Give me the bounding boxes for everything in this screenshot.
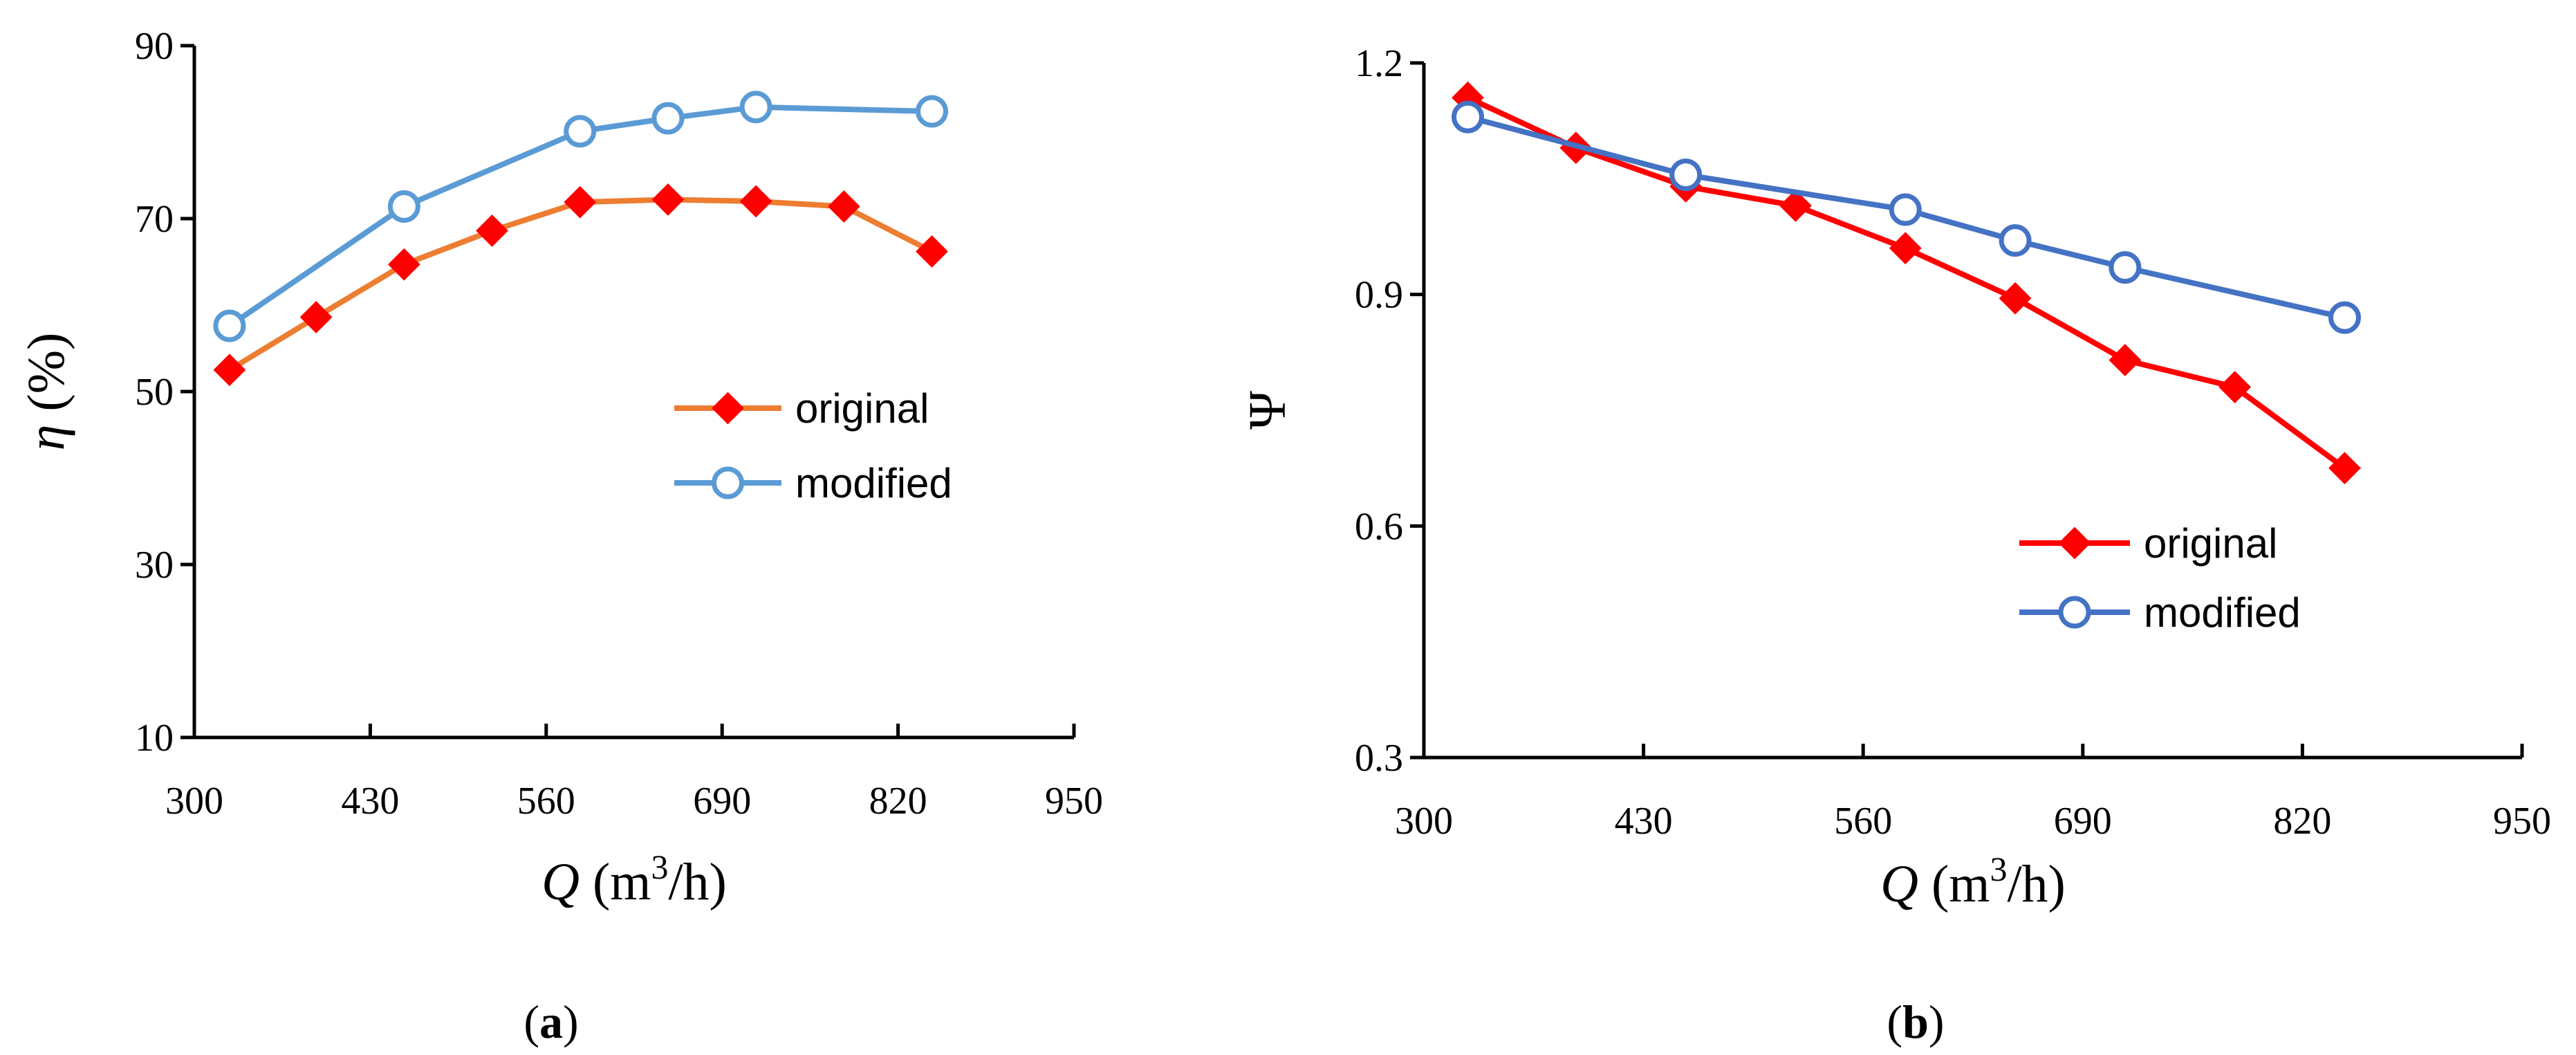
y-tick-label: 0.3 — [1355, 737, 1403, 780]
data-point-original — [2328, 452, 2361, 485]
x-axis-label-var: Q — [1880, 855, 1918, 913]
data-point-modified — [1999, 224, 2032, 257]
y-axis-label-space — [17, 412, 75, 425]
y-axis-label: η (%) — [17, 333, 75, 451]
data-point-original — [2218, 371, 2252, 403]
data-point-original — [387, 248, 420, 281]
x-axis-label-space — [580, 853, 593, 911]
series-line-original — [228, 196, 934, 373]
legend-marker-modified — [2058, 596, 2091, 629]
x-tick-label: 820 — [2273, 800, 2331, 843]
chart-b: 300 430 560 690 820 950 0.3 0.6 0.9 1.2 Ψ Q (m3/h) o… — [1239, 42, 2551, 1048]
series-line-modified — [228, 104, 932, 329]
x-axis-label-var: Q — [541, 853, 580, 911]
x-tick-label: 560 — [1834, 800, 1892, 843]
panel-caption: (b) — [1887, 996, 1944, 1048]
legend-label-original: original — [2144, 520, 2277, 567]
y-axis-label: Ψ — [1239, 391, 1297, 430]
y-axis-label-unit: (%) — [17, 333, 75, 412]
data-point-modified — [1669, 158, 1703, 192]
x-tick-label: 950 — [2493, 800, 2551, 843]
panel-caption: (a) — [523, 996, 578, 1048]
data-point-original — [2109, 344, 2142, 376]
data-point-modified — [1889, 193, 1922, 226]
data-point-original — [1999, 282, 2032, 315]
x-axis-label-space — [1918, 855, 1931, 913]
legend-label-original: original — [795, 385, 929, 432]
x-axis-label: Q (m3/h) — [541, 847, 727, 911]
data-point-modified — [916, 95, 949, 128]
data-point-original — [827, 190, 860, 223]
x-tick-label: 300 — [165, 780, 223, 823]
legend-marker-original — [2058, 526, 2091, 560]
series-original — [1452, 81, 2361, 485]
x-tick-label: 690 — [2054, 800, 2112, 843]
legend: original modified — [2019, 520, 2301, 636]
x-tick-label: 950 — [1045, 780, 1103, 823]
series-original — [213, 183, 948, 387]
data-point-modified — [739, 91, 772, 124]
data-point-modified — [564, 115, 597, 148]
data-point-modified — [651, 102, 685, 135]
data-point-modified — [2109, 251, 2142, 284]
series-line-modified — [1467, 114, 2346, 321]
x-axis-label: Q (m3/h) — [1880, 850, 2066, 913]
panel-caption-open: ( — [523, 996, 539, 1048]
y-tick-label: 0.9 — [1355, 274, 1403, 317]
data-point-original — [213, 354, 246, 387]
data-point-original — [916, 235, 948, 268]
y-tick-label: 90 — [135, 25, 174, 68]
data-point-original — [564, 185, 597, 219]
x-tick-label: 560 — [517, 780, 575, 823]
data-point-original — [651, 183, 685, 216]
x-tick-label: 820 — [869, 780, 927, 823]
series-modified — [1452, 100, 2361, 334]
panel-caption-letter: b — [1902, 996, 1929, 1048]
data-point-original — [739, 185, 772, 218]
y-tick-label: 50 — [135, 371, 174, 414]
series-modified — [213, 91, 949, 342]
data-point-modified — [387, 190, 420, 223]
legend-marker-modified — [712, 466, 744, 499]
y-tick-label: 70 — [135, 198, 174, 241]
data-point-modified — [213, 309, 246, 342]
x-tick-label: 430 — [1615, 800, 1673, 843]
panel-caption-letter: a — [539, 996, 563, 1048]
data-point-modified — [1452, 100, 1485, 134]
legend-marker-original — [712, 392, 744, 425]
y-tick-label: 10 — [135, 717, 174, 760]
data-point-original — [1779, 189, 1812, 222]
chart-a: 300 430 560 690 820 950 10 30 50 70 90 η (%) Q (m3/h… — [17, 25, 1103, 1048]
y-axis-label-var: η — [17, 425, 75, 451]
legend: original modified — [674, 385, 952, 506]
data-point-modified — [2328, 301, 2361, 334]
y-tick-label: 1.2 — [1355, 42, 1403, 85]
legend-label-modified: modified — [2144, 589, 2301, 636]
x-tick-label: 690 — [693, 780, 751, 823]
x-axis-label-unit-pre: (m — [1931, 855, 1990, 913]
data-point-original — [476, 214, 508, 247]
x-axis-label-unit-post: /h) — [2007, 855, 2065, 913]
y-tick-label: 30 — [135, 544, 174, 587]
x-axis-label-unit-post: /h) — [668, 853, 726, 911]
data-point-original — [299, 301, 333, 333]
y-tick-label: 0.6 — [1355, 505, 1403, 548]
legend-label-modified: modified — [795, 460, 952, 506]
x-axis-label-unit-pre: (m — [593, 853, 651, 911]
data-point-original — [1889, 232, 1922, 265]
x-axis-label-unit-sup: 3 — [1990, 850, 2007, 888]
panel-caption-close: ) — [563, 996, 579, 1048]
panel-caption-close: ) — [1929, 996, 1945, 1048]
x-axis-label-unit-sup: 3 — [651, 847, 668, 886]
x-tick-label: 300 — [1395, 800, 1453, 843]
x-tick-label: 430 — [341, 780, 399, 823]
panel-caption-open: ( — [1887, 996, 1902, 1048]
